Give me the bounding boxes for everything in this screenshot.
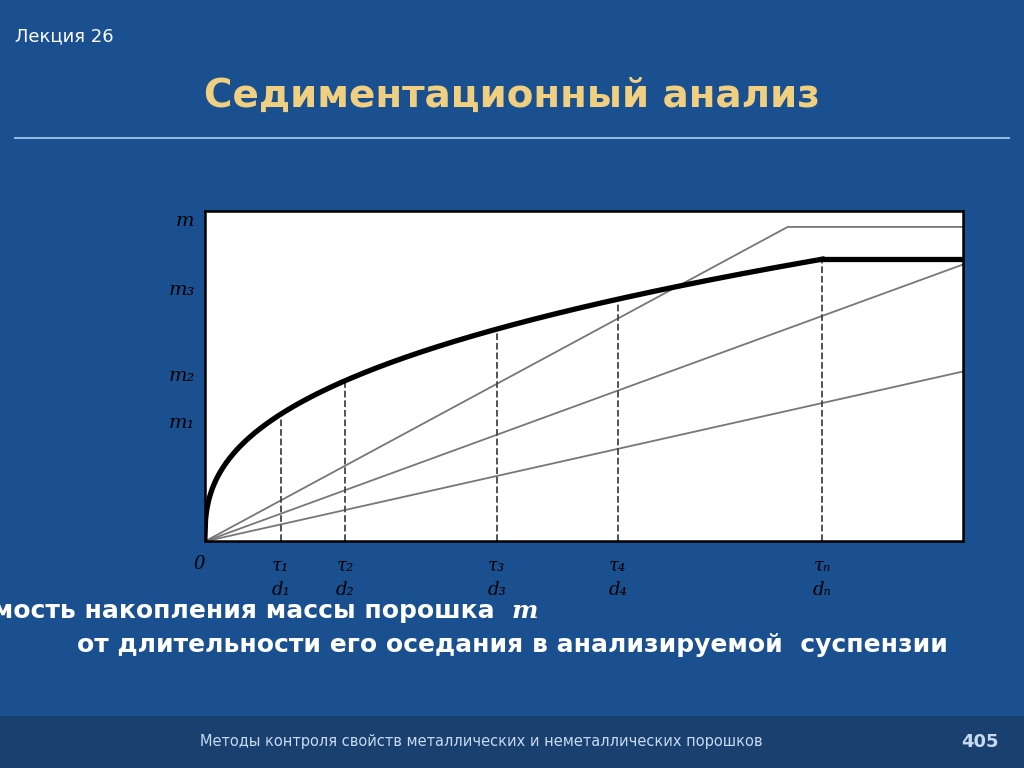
- Text: от длительности его оседания в анализируемой  суспензии: от длительности его оседания в анализиру…: [77, 633, 947, 657]
- Text: τ₂: τ₂: [336, 557, 353, 574]
- Text: 405: 405: [961, 733, 998, 751]
- Text: m₁: m₁: [168, 413, 195, 432]
- Text: m: m: [176, 212, 195, 230]
- Text: d₂: d₂: [336, 581, 354, 599]
- Text: Лекция 26: Лекция 26: [15, 27, 114, 45]
- Text: Методы контроля свойств металлических и неметаллических порошков: Методы контроля свойств металлических и …: [200, 734, 763, 750]
- Text: m₂: m₂: [168, 367, 195, 386]
- Text: d₃: d₃: [487, 581, 506, 599]
- Text: τ₁: τ₁: [272, 557, 289, 574]
- Text: τₙ: τₙ: [814, 557, 831, 574]
- Text: Седиментационный анализ: Седиментационный анализ: [204, 77, 820, 115]
- Text: 0: 0: [194, 555, 206, 573]
- Text: d₄: d₄: [608, 581, 627, 599]
- Text: τ₄: τ₄: [609, 557, 627, 574]
- Text: τ₃: τ₃: [487, 557, 505, 574]
- Text: d₁: d₁: [271, 581, 290, 599]
- Text: m: m: [512, 598, 539, 623]
- Text: Зависимость накопления массы порошка: Зависимость накопления массы порошка: [0, 598, 512, 623]
- Text: dₙ: dₙ: [813, 581, 831, 599]
- Text: m₃: m₃: [168, 281, 195, 300]
